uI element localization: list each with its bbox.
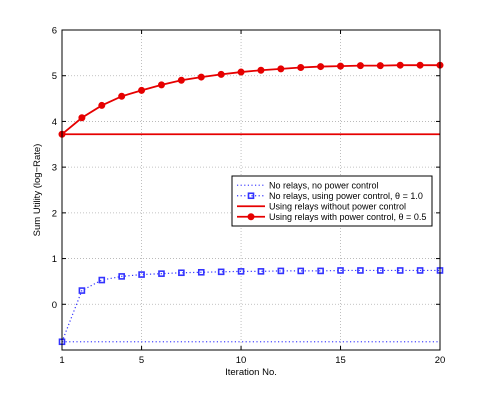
- legend-marker: [247, 213, 255, 221]
- data-point: [416, 267, 424, 274]
- data-point: [297, 63, 305, 71]
- data-point: [337, 267, 344, 274]
- x-axis-label: Iteration No.: [225, 367, 277, 378]
- y-tick-label: 4: [52, 117, 57, 128]
- series-layer: [58, 61, 444, 346]
- legend-label: Using relays with power control, θ = 0.5: [269, 212, 426, 222]
- data-point: [98, 276, 106, 284]
- y-tick-label: 6: [52, 26, 57, 37]
- data-point: [197, 268, 205, 276]
- x-tick-label: 10: [236, 355, 247, 366]
- data-point: [416, 61, 424, 69]
- x-tick-label: 15: [335, 355, 346, 366]
- x-tick-label: 1: [59, 355, 64, 366]
- data-point: [257, 66, 265, 74]
- data-point: [98, 101, 106, 109]
- data-point: [178, 269, 185, 277]
- data-point: [138, 271, 145, 278]
- series-3: [58, 61, 444, 138]
- data-point: [78, 287, 86, 294]
- data-point: [356, 62, 364, 70]
- ticks: [61, 29, 441, 351]
- y-tick-label: 5: [52, 71, 57, 82]
- data-point: [396, 61, 404, 69]
- series-line: [61, 269, 440, 342]
- data-point: [78, 114, 86, 122]
- data-point: [396, 267, 404, 274]
- y-tick-label: 3: [52, 163, 57, 174]
- legend-label: No relays, no power control: [269, 180, 379, 190]
- legend-marker: [247, 192, 255, 200]
- plot-border: [61, 29, 441, 351]
- data-point: [337, 62, 345, 70]
- data-point: [377, 267, 384, 274]
- legend-entry: No relays, no power control: [237, 180, 379, 190]
- x-tick-label: 5: [139, 355, 144, 366]
- data-point: [257, 268, 265, 275]
- data-point: [376, 62, 384, 70]
- data-point: [217, 70, 225, 78]
- y-tick-label: 1: [52, 254, 57, 265]
- data-point: [217, 268, 225, 276]
- y-axis-label: Sum Utility (log−Rate): [32, 144, 43, 237]
- data-point: [157, 81, 165, 89]
- legend-entry: Using relays with power control, θ = 0.5: [237, 212, 426, 222]
- data-point: [118, 273, 125, 280]
- data-point: [317, 267, 324, 275]
- data-point: [357, 267, 364, 274]
- x-tick-label: 20: [435, 355, 446, 366]
- data-point: [118, 92, 126, 100]
- y-tick-label: 0: [52, 300, 57, 311]
- data-point: [277, 267, 285, 275]
- series-1: [58, 267, 444, 346]
- y-tick-label: 2: [52, 208, 57, 219]
- data-point: [317, 63, 325, 71]
- legend-label: No relays, using power control, θ = 1.0: [269, 191, 423, 201]
- legend-entry: Using relays without power control: [237, 201, 406, 211]
- data-point: [237, 68, 245, 76]
- data-point: [297, 267, 305, 275]
- legend-box: [231, 175, 433, 227]
- legend-entry: No relays, using power control, θ = 1.0: [237, 191, 423, 201]
- data-point: [177, 76, 185, 84]
- data-point: [158, 270, 165, 277]
- data-point: [237, 268, 245, 275]
- data-point: [197, 73, 205, 81]
- data-point: [138, 86, 146, 94]
- legend-label: Using relays without power control: [269, 201, 406, 211]
- data-point: [277, 65, 285, 73]
